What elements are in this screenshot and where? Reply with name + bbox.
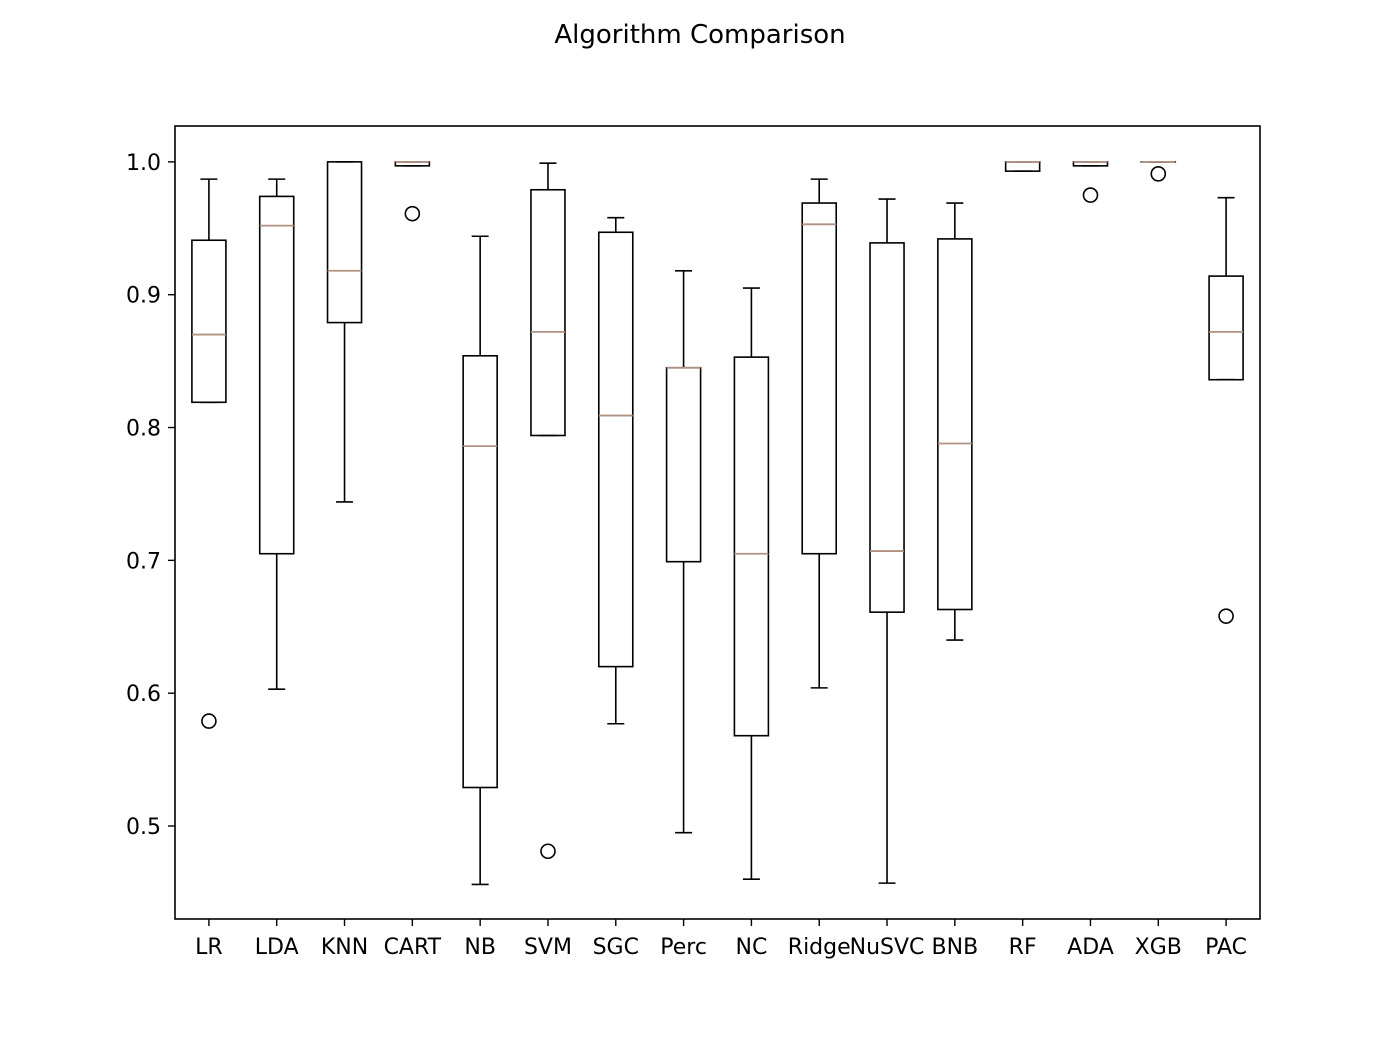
x-tick-label: XGB: [1135, 935, 1182, 960]
chart-title: Algorithm Comparison: [554, 20, 845, 50]
axes-frame: [174, 125, 1261, 920]
y-tick-label: 0.6: [126, 682, 161, 707]
box: [462, 354, 498, 789]
x-tick-label: PAC: [1205, 935, 1247, 960]
x-tick-label: NB: [464, 935, 496, 960]
outlier-point: [1082, 187, 1099, 203]
x-tick-label: ADA: [1067, 935, 1114, 960]
x-tick-label: LR: [195, 935, 223, 960]
plot-area: 0.5 0.6 0.7 0.8 0.9 1.0 LR LDA KNN CART NB SVM SGC Pe…: [126, 151, 1247, 960]
box: [801, 202, 838, 555]
box: [1004, 161, 1041, 172]
outlier-point: [201, 713, 217, 729]
y-tick-label: 0.5: [126, 815, 161, 840]
x-tick-label: NuSVC: [850, 935, 925, 960]
box: [326, 161, 363, 324]
x-tick-label: SVM: [524, 935, 572, 960]
x-tick-label: Ridge: [788, 935, 851, 960]
y-tick-label: 1.0: [126, 151, 161, 176]
x-tick-label: RF: [1009, 935, 1037, 960]
box: [869, 242, 905, 613]
x-tick-label: Perc: [660, 935, 707, 960]
box: [530, 188, 566, 437]
box: [665, 366, 702, 563]
outlier-point: [540, 843, 556, 860]
x-tick-label: SGC: [593, 935, 639, 960]
box: [191, 239, 227, 404]
y-tick-label: 0.8: [126, 417, 161, 442]
x-tick-label: NC: [735, 935, 767, 960]
box: [1208, 275, 1244, 381]
box: [937, 238, 973, 611]
box: [258, 195, 295, 555]
x-tick-label: LDA: [255, 935, 299, 960]
box: [597, 231, 634, 668]
y-tick-label: 0.9: [126, 284, 161, 309]
x-tick-label: KNN: [321, 935, 368, 960]
box: [733, 356, 770, 737]
outlier-point: [1218, 608, 1234, 624]
x-tick-label: CART: [384, 935, 442, 960]
outlier-point: [404, 205, 421, 222]
outlier-point: [1150, 166, 1167, 182]
x-tick-label: BNB: [932, 935, 979, 960]
y-tick-label: 0.7: [126, 549, 161, 574]
